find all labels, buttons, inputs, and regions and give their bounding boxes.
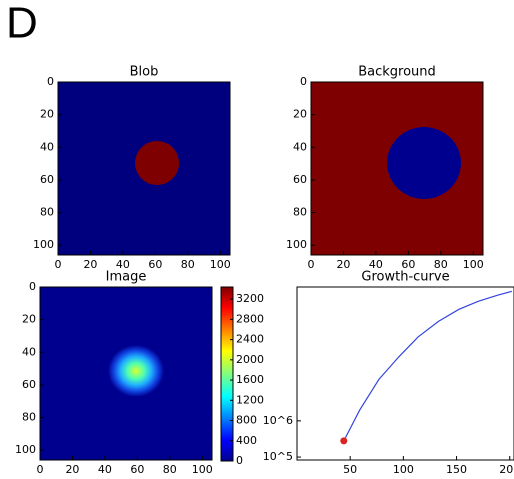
y-tick-label: 100: [33, 238, 54, 251]
x-tick-label: 60: [130, 463, 144, 476]
y-tick-label: 80: [40, 206, 54, 219]
x-tick-label: 80: [163, 463, 177, 476]
figure: D Blob020406080100020406080100Background…: [0, 0, 514, 479]
x-tick-label: 20: [83, 258, 97, 271]
y-tick-label: 60: [40, 173, 54, 186]
x-tick-label: 20: [65, 463, 79, 476]
colorbar-tick-label: 400: [236, 434, 257, 447]
y-tick-label: 0: [29, 280, 36, 293]
x-tick-label: 0: [37, 463, 44, 476]
colorbar-tick-label: 2400: [236, 333, 264, 346]
y-tick-label: 20: [40, 108, 54, 121]
colorbar-tick-label: 2000: [236, 353, 264, 366]
y-tick-label: 0: [47, 75, 54, 88]
panel-title: Image: [106, 270, 147, 285]
x-tick-label: 20: [336, 258, 350, 271]
y-tick-label: 100: [286, 238, 307, 251]
y-tick-label: 0: [300, 75, 307, 88]
colorbar-tick-label: 3200: [236, 292, 264, 305]
axes-frame: [297, 287, 514, 460]
x-tick-label: 40: [98, 463, 112, 476]
x-tick-label: 100: [192, 463, 213, 476]
panel-label: D: [6, 0, 38, 48]
y-tick-label: 20: [293, 108, 307, 121]
x-tick-label: 0: [55, 258, 62, 271]
y-tick-label: 40: [40, 140, 54, 153]
y-tick-label: 80: [22, 411, 36, 424]
y-tick-label: 10^5: [263, 450, 293, 463]
panel-title: Background: [358, 65, 436, 80]
y-tick-label: 60: [22, 378, 36, 391]
colorbar-tick-label: 2800: [236, 312, 264, 325]
y-tick-label: 40: [22, 345, 36, 358]
x-tick-label: 0: [308, 258, 315, 271]
y-tick-label: 10^6: [263, 414, 293, 427]
page: {"panel_label": "D", "chart_data": [ {"t…: [0, 0, 514, 479]
y-tick-label: 40: [293, 140, 307, 153]
panel-title: Growth-curve: [361, 270, 449, 285]
colorbar: [221, 287, 233, 461]
x-tick-label: 60: [148, 258, 162, 271]
colorbar-tick-label: 1600: [236, 373, 264, 386]
x-tick-label: 50: [343, 463, 357, 476]
y-tick-label: 100: [15, 443, 36, 456]
x-tick-label: 100: [393, 463, 414, 476]
y-tick-label: 80: [293, 206, 307, 219]
growth-line: [344, 291, 512, 441]
y-tick-label: 60: [293, 173, 307, 186]
x-tick-label: 200: [499, 463, 514, 476]
blob-image: [58, 82, 230, 255]
x-tick-label: 80: [181, 258, 195, 271]
x-tick-label: 100: [210, 258, 231, 271]
marker: [340, 437, 347, 444]
y-tick-label: 20: [22, 313, 36, 326]
x-tick-label: 150: [446, 463, 467, 476]
colorbar-tick-label: 1200: [236, 393, 264, 406]
panel-title: Blob: [130, 65, 159, 80]
colorbar-tick-label: 800: [236, 414, 257, 427]
intensity-image: [40, 287, 212, 460]
x-tick-label: 100: [463, 258, 484, 271]
background-image: [311, 82, 483, 255]
colorbar-tick-label: 0: [236, 454, 243, 467]
